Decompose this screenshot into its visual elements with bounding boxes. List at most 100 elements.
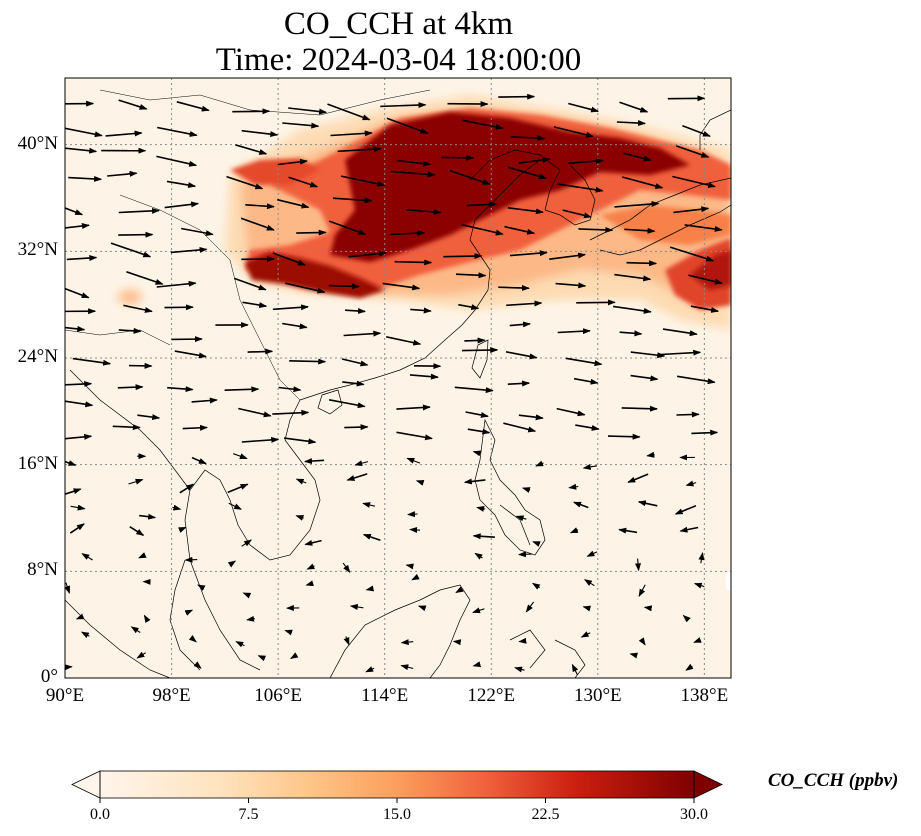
wind-arrow <box>283 437 317 445</box>
wind-arrow <box>288 107 328 115</box>
wind-arrow <box>685 663 694 671</box>
wind-arrow <box>582 463 598 470</box>
wind-arrow <box>532 582 541 590</box>
wind-arrow <box>296 229 327 236</box>
wind-arrow <box>443 253 483 260</box>
wind-arrow <box>290 652 299 660</box>
wind-arrow <box>417 605 427 612</box>
wind-arrow <box>638 637 646 646</box>
wind-arrow <box>365 666 375 673</box>
wind-arrow <box>464 337 486 344</box>
wind-arrow <box>509 250 548 257</box>
wind-arrow <box>498 93 536 100</box>
wind-arrow <box>112 424 141 431</box>
wind-arrow <box>233 453 248 460</box>
wind-arrow <box>240 217 275 231</box>
wind-arrow <box>228 502 242 510</box>
latitude-tick-label: 8°N <box>27 559 58 581</box>
wind-arrow <box>626 260 658 267</box>
wind-arrow <box>272 409 310 416</box>
wind-arrow <box>193 661 202 669</box>
wind-arrow <box>532 541 541 547</box>
wind-arrow <box>288 176 319 188</box>
wind-arrow <box>441 154 475 161</box>
wind-arrow <box>304 539 322 546</box>
wind-arrow <box>390 170 436 178</box>
wind-arrow <box>327 103 371 121</box>
wind-arrow <box>68 175 103 182</box>
wind-arrow <box>157 126 198 137</box>
longitude-tick-label: 98°E <box>152 685 191 706</box>
wind-arrow <box>348 250 387 258</box>
wind-arrow <box>614 273 652 282</box>
wind-arrow <box>646 451 655 458</box>
wind-arrow <box>337 146 382 153</box>
wind-arrow <box>272 304 309 311</box>
wind-arrow <box>126 271 164 285</box>
wind-arrow <box>305 580 314 587</box>
wind-arrow <box>397 159 432 167</box>
wind-arrow <box>232 108 271 115</box>
wind-arrow <box>569 527 579 534</box>
wind-arrow <box>332 197 373 204</box>
wind-arrow <box>343 330 382 337</box>
colorbar-label: CO_CCH (ppbv) <box>768 770 899 791</box>
wind-arrow <box>174 350 207 359</box>
wind-arrow <box>65 147 98 154</box>
wind-arrow <box>164 201 200 209</box>
wind-arrow <box>553 126 595 138</box>
wind-arrow <box>673 206 710 214</box>
wind-arrow <box>182 424 208 431</box>
wind-arrow <box>227 560 237 568</box>
wind-arrow <box>573 501 589 509</box>
wind-arrow <box>567 158 604 165</box>
wind-arrow <box>65 381 93 388</box>
wind-arrow <box>346 473 368 481</box>
wind-arrow <box>674 504 697 515</box>
wind-arrow <box>110 242 152 258</box>
wind-arrow <box>241 436 280 443</box>
wind-arrow <box>582 605 592 612</box>
wind-arrow <box>227 483 249 494</box>
colorbar <box>71 770 723 803</box>
wind-arrow <box>618 527 638 534</box>
wind-arrow <box>245 203 275 210</box>
wind-arrow <box>518 414 544 421</box>
latitude-tick-label: 0° <box>40 666 58 687</box>
wind-arrow <box>463 478 486 485</box>
wind-arrow <box>672 175 717 188</box>
wind-arrow <box>571 663 579 675</box>
wind-arrow <box>630 351 666 359</box>
wind-arrow <box>405 563 414 570</box>
wind-arrow <box>328 283 360 290</box>
wind-arrow <box>583 579 595 587</box>
wind-arrow <box>342 562 351 574</box>
wind-arrow <box>410 307 432 314</box>
wind-arrow <box>623 152 652 162</box>
wind-arrow <box>277 198 310 209</box>
colorbar-tick-label: 22.5 <box>531 806 560 823</box>
wind-arrow <box>330 130 373 137</box>
wind-arrow <box>682 614 691 623</box>
wind-arrow <box>454 386 494 394</box>
wind-arrow <box>616 120 646 127</box>
wind-arrow <box>197 584 206 591</box>
wind-arrow <box>118 231 154 238</box>
wind-arrow <box>514 666 525 673</box>
wind-arrow <box>241 539 253 547</box>
wind-arrow <box>637 500 658 507</box>
wind-arrow <box>504 225 536 235</box>
longitude-tick-label: 106°E <box>254 685 302 706</box>
wind-arrow <box>461 119 504 130</box>
wind-arrow <box>285 282 326 294</box>
wind-arrow <box>660 349 702 356</box>
latitude-tick-label: 24°N <box>17 346 58 367</box>
wind-arrow <box>503 422 537 433</box>
wind-arrow <box>181 227 214 237</box>
wind-arrow <box>409 373 439 380</box>
longitude-tick-label: 122°E <box>467 685 516 706</box>
wind-arrow <box>555 282 587 289</box>
wind-arrow <box>156 155 198 167</box>
wind-arrow <box>184 556 198 563</box>
